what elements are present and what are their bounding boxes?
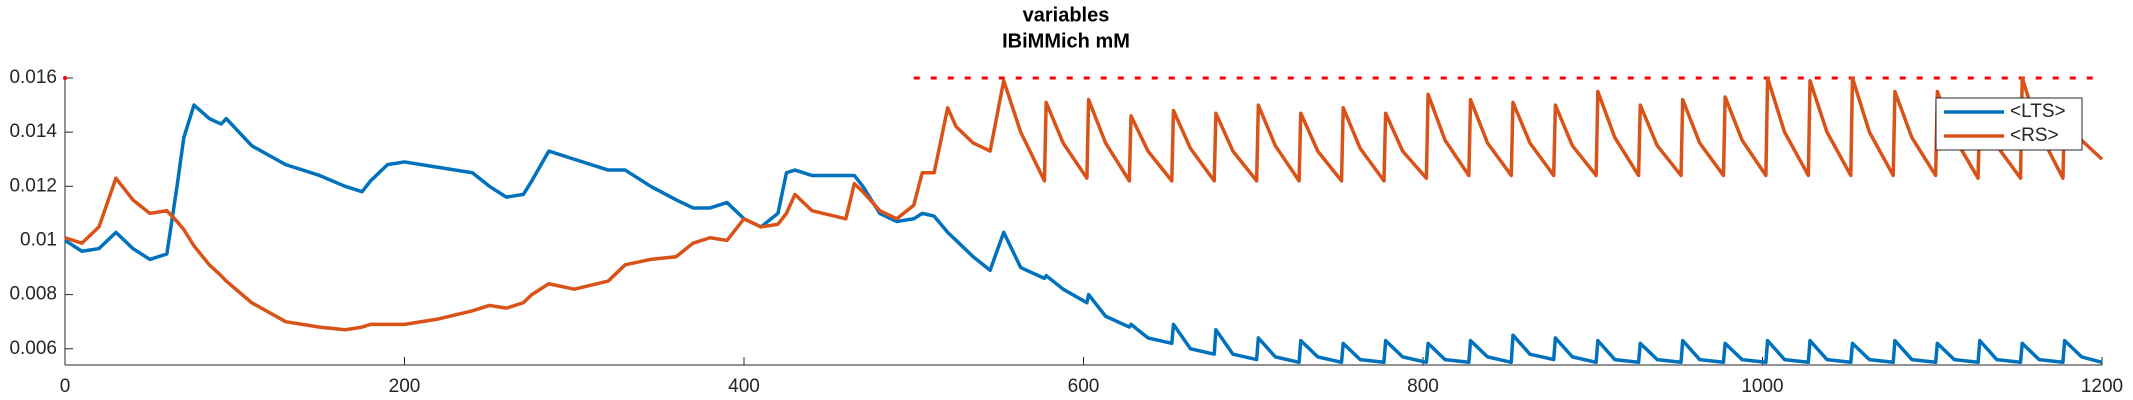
y-tick-label: 0.01: [20, 229, 57, 250]
x-tick-label: 600: [1068, 376, 1100, 397]
legend-label: <RS>: [2010, 125, 2059, 146]
x-tick-label: 400: [728, 376, 760, 397]
y-tick-label: 0.016: [9, 67, 57, 88]
y-tick-label: 0.008: [9, 284, 57, 305]
x-tick-label: 1200: [2081, 376, 2123, 397]
series-line: [64, 103, 2103, 365]
y-tick-label: 0.014: [9, 121, 57, 142]
x-tick-label: 800: [1407, 376, 1439, 397]
x-tick-label: 0: [60, 376, 71, 397]
legend-label: <LTS>: [2010, 101, 2066, 122]
x-tick-label: 200: [389, 376, 421, 397]
x-tick-label: 1000: [1741, 376, 1783, 397]
y-tick-label: 0.012: [9, 175, 57, 196]
chart-title: variables: [1023, 4, 1110, 26]
y-tick-label: 0.006: [9, 338, 57, 359]
legend-box: [1935, 97, 2083, 151]
reference-start: [63, 76, 67, 80]
chart-subtitle: IBiMMich mM: [1002, 30, 1130, 52]
series-line: [64, 76, 2104, 332]
